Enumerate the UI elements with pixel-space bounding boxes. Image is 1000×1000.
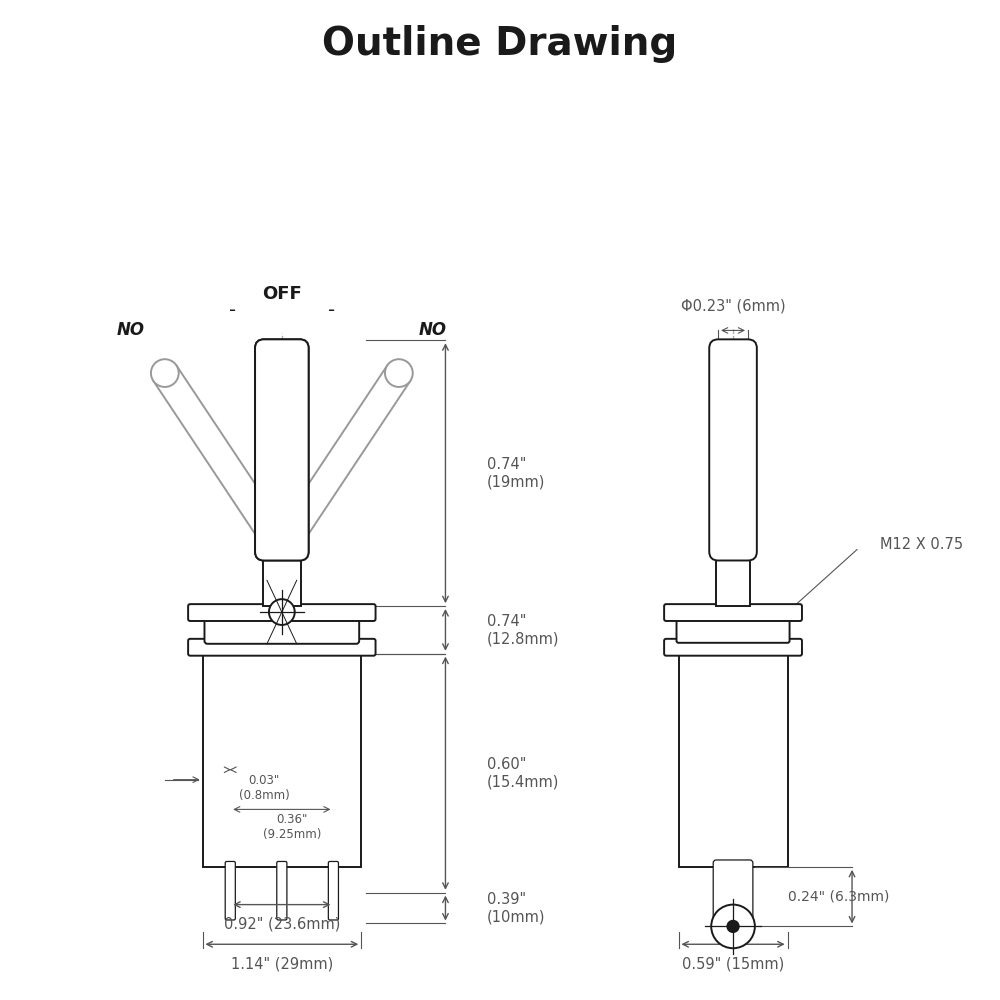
FancyBboxPatch shape: [664, 639, 802, 656]
Circle shape: [727, 920, 739, 932]
Circle shape: [269, 599, 295, 625]
Text: 0.92" (23.6mm): 0.92" (23.6mm): [224, 917, 340, 932]
Polygon shape: [153, 365, 288, 549]
Circle shape: [151, 359, 179, 387]
Text: 0.60"
(15.4mm): 0.60" (15.4mm): [487, 757, 559, 789]
Text: -: -: [328, 301, 335, 320]
FancyBboxPatch shape: [709, 339, 757, 560]
FancyBboxPatch shape: [677, 617, 790, 643]
Text: Outline Drawing: Outline Drawing: [322, 25, 678, 63]
FancyBboxPatch shape: [188, 604, 376, 621]
FancyBboxPatch shape: [713, 860, 753, 921]
FancyBboxPatch shape: [263, 552, 301, 606]
FancyBboxPatch shape: [202, 654, 361, 867]
FancyBboxPatch shape: [188, 639, 376, 656]
FancyBboxPatch shape: [277, 861, 287, 920]
FancyBboxPatch shape: [716, 552, 750, 606]
Circle shape: [711, 905, 755, 948]
Text: 0.74"
(12.8mm): 0.74" (12.8mm): [487, 614, 560, 646]
FancyBboxPatch shape: [255, 339, 309, 560]
Text: 1.14" (29mm): 1.14" (29mm): [231, 957, 333, 972]
Text: 0.24" (6.3mm): 0.24" (6.3mm): [788, 890, 889, 904]
Text: 0.39"
(10mm): 0.39" (10mm): [487, 892, 546, 924]
Text: Φ0.23" (6mm): Φ0.23" (6mm): [681, 299, 785, 314]
Polygon shape: [275, 365, 410, 549]
Text: 0.03"
(0.8mm): 0.03" (0.8mm): [239, 774, 289, 802]
Text: -: -: [229, 301, 236, 320]
FancyBboxPatch shape: [664, 604, 802, 621]
FancyBboxPatch shape: [328, 861, 338, 920]
FancyBboxPatch shape: [679, 654, 788, 867]
Text: NO: NO: [117, 321, 145, 339]
Text: M12 X 0.75: M12 X 0.75: [880, 537, 963, 552]
Text: OFF: OFF: [262, 285, 302, 303]
Text: NO: NO: [419, 321, 447, 339]
Text: 0.74"
(19mm): 0.74" (19mm): [487, 457, 545, 489]
Text: 0.36"
(9.25mm): 0.36" (9.25mm): [263, 813, 321, 841]
FancyBboxPatch shape: [225, 861, 235, 920]
Circle shape: [385, 359, 413, 387]
FancyBboxPatch shape: [204, 616, 359, 644]
FancyBboxPatch shape: [255, 339, 309, 560]
Circle shape: [273, 528, 301, 556]
Text: 0.59" (15mm): 0.59" (15mm): [682, 957, 784, 972]
Circle shape: [263, 528, 291, 556]
